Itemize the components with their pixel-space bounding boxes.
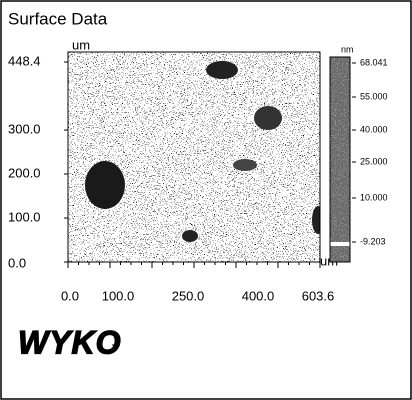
blob [312,206,320,234]
title: Surface Data [8,9,108,28]
colorbar-label: 40.000 [360,124,388,134]
y-label: 300.0 [8,121,41,136]
colorbar-unit: nm [341,44,354,54]
blob [254,106,282,130]
y-label: 100.0 [8,209,41,224]
colorbar-label: 55.000 [360,91,388,101]
blob [85,161,125,209]
colorbar-label: 10.000 [360,192,388,202]
surface-image [68,52,320,262]
y-label: 448.4 [8,53,41,68]
blob [206,61,238,79]
y-unit: um [72,37,90,52]
colorbar-label: -9.203 [360,236,386,246]
colorbar [329,56,351,263]
y-label: 0.0 [8,255,26,270]
y-label: 200.0 [8,165,41,180]
x-label: 0.0 [61,288,79,303]
blob [182,230,198,242]
colorbar-label: 25.000 [360,156,388,166]
colorbar-label: 68.041 [360,57,388,67]
logo: WYKO [18,324,122,360]
x-label: 400.0 [242,288,275,303]
x-label: 100.0 [102,288,135,303]
x-label: 603.6 [302,288,335,303]
blob [233,159,257,171]
x-label: 250.0 [172,288,205,303]
